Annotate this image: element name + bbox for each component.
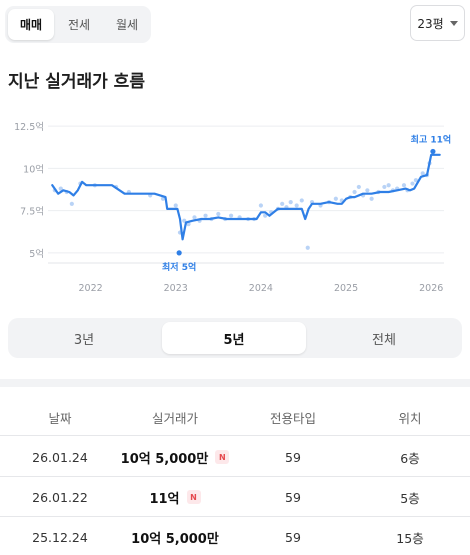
table-row[interactable]: 26.01.22 11억 N 59 5층 (0, 477, 470, 517)
area-size-value: 23평 (417, 16, 444, 31)
transaction-point (263, 213, 268, 218)
transaction-point (58, 186, 63, 191)
transaction-point (203, 213, 208, 218)
x-tick-label: 2025 (334, 283, 358, 294)
row-type: 59 (285, 449, 301, 465)
tab-sale[interactable]: 매매 (8, 9, 54, 40)
x-tick-label: 2023 (164, 283, 188, 294)
period-tab-all[interactable]: 전체 (372, 332, 396, 348)
transaction-point (173, 203, 178, 208)
area-size-select[interactable]: 23평 (410, 5, 465, 41)
transaction-point (386, 183, 391, 188)
table-row[interactable]: 26.01.24 10억 5,000만 N 59 6층 (0, 437, 470, 477)
transaction-point (369, 196, 374, 201)
row-type: 59 (285, 529, 301, 545)
header-floor: 위치 (398, 410, 422, 426)
chevron-down-icon (449, 20, 458, 26)
transaction-point (305, 245, 310, 250)
transaction-point (413, 178, 418, 183)
transaction-point (382, 184, 387, 190)
period-tab-3y[interactable]: 3년 (73, 332, 95, 348)
row-price-cell: 11억 N (110, 477, 240, 517)
row-floor: 15층 (396, 530, 424, 546)
transaction-point (410, 181, 415, 186)
transaction-point (228, 213, 234, 218)
transaction-point (299, 198, 304, 203)
transaction-point (192, 215, 197, 220)
row-price: 10억 5,000만 (131, 531, 219, 547)
transaction-point (356, 184, 361, 190)
header-type: 전용타입 (269, 410, 316, 426)
transaction-point (280, 201, 285, 206)
table-header: 날짜 실거래가 전용타입 위치 (0, 398, 470, 436)
deal-type-tabs: 매매 전세 월세 (5, 6, 151, 43)
y-tick-label: 10억 (23, 163, 44, 175)
price-trend-line (51, 153, 441, 241)
header-price: 실거래가 (151, 410, 198, 426)
min-price-label: 최저 5억 (162, 261, 196, 273)
y-tick-label: 5억 (29, 248, 44, 260)
transaction-point (365, 188, 370, 193)
price-trend-chart: 12.5억 10억 7.5억 5억 2022 2023 2024 2025 2026 최고 11억… (14, 121, 452, 294)
transaction-point (288, 200, 293, 205)
transaction-point (69, 201, 74, 206)
new-badge: N (186, 490, 201, 504)
row-price: 11억 (149, 491, 180, 507)
row-type: 59 (285, 489, 301, 505)
new-badge: N (215, 450, 230, 464)
row-date: 26.01.24 (32, 449, 88, 465)
header-date: 날짜 (48, 410, 72, 426)
tab-jeonse[interactable]: 전세 (67, 18, 91, 32)
x-tick-label: 2024 (249, 283, 273, 294)
period-tab-5y[interactable]: 5년 (162, 322, 306, 354)
tab-monthly-rent[interactable]: 월세 (115, 18, 139, 32)
min-price-dot (176, 250, 182, 256)
max-price-dot (430, 148, 436, 155)
row-price-cell: 10억 5,000만 N (110, 437, 240, 477)
transaction-point (333, 196, 338, 201)
transaction-point (420, 171, 425, 176)
x-tick-label: 2026 (419, 283, 443, 294)
row-floor: 5층 (400, 490, 420, 506)
row-price-cell: 10억 5,000만 (110, 517, 240, 555)
transaction-point (294, 203, 299, 208)
transaction-point (401, 183, 407, 188)
y-tick-label: 7.5억 (20, 206, 44, 218)
page-title: 지난 실거래가 흐름 (8, 72, 145, 92)
period-tabs: 3년 5년 전체 (8, 318, 462, 358)
transaction-point (216, 211, 221, 217)
row-date: 26.01.22 (32, 489, 88, 505)
table-row[interactable]: 25.12.24 10억 5,000만 59 15층 (0, 517, 470, 555)
row-date: 25.12.24 (32, 529, 88, 545)
y-tick-label: 12.5억 (14, 121, 44, 133)
transaction-point (258, 203, 264, 208)
row-price: 10억 5,000만 (120, 451, 209, 467)
transaction-point (352, 189, 357, 195)
max-price-label: 최고 11억 (411, 133, 452, 145)
section-divider (0, 379, 470, 387)
x-tick-label: 2022 (78, 283, 102, 294)
row-floor: 6층 (400, 450, 420, 466)
